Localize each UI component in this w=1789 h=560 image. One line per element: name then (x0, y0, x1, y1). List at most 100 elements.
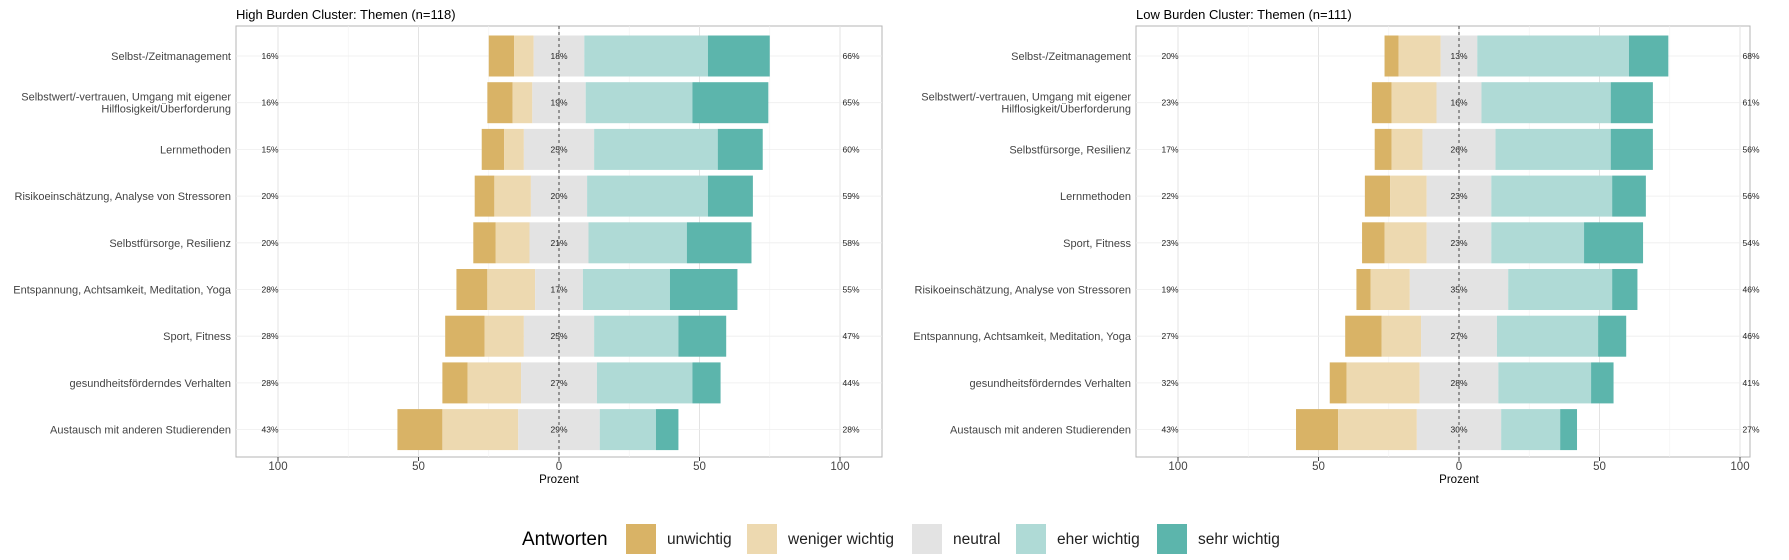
left-percent-label: 15% (261, 144, 278, 154)
bar-segment-sehr-wichtig (1560, 409, 1578, 451)
left-percent-label: 22% (1161, 191, 1178, 201)
bar-segment-unwichtig (1384, 35, 1399, 77)
legend-key-eher-wichtig (1016, 524, 1046, 554)
left-percent-label: 27% (1161, 331, 1178, 341)
right-percent-label: 54% (1742, 238, 1759, 248)
left-percent-label: 43% (261, 425, 278, 435)
bar-segment-weniger-wichtig (495, 222, 530, 264)
left-percent-label: 23% (1161, 238, 1178, 248)
category-label: Risikoeinschätzung, Analyse von Stressor… (915, 285, 1131, 297)
x-axis-label: Prozent (1439, 474, 1479, 486)
bar-segment-weniger-wichtig (1390, 175, 1427, 217)
bar-segment-eher-wichtig (584, 35, 708, 77)
left-percent-label: 28% (261, 331, 278, 341)
bar-segment-unwichtig (1296, 409, 1339, 451)
legend-key-sehr-wichtig (1157, 524, 1187, 554)
bar-segment-eher-wichtig (594, 315, 679, 357)
tick-label: 100 (1730, 461, 1749, 473)
bar-segment-weniger-wichtig (504, 128, 524, 170)
bar-segment-eher-wichtig (588, 222, 687, 264)
bar-segment-weniger-wichtig (467, 362, 522, 404)
bar-segment-sehr-wichtig (686, 222, 752, 264)
left-percent-label: 20% (261, 191, 278, 201)
bar-segment-unwichtig (474, 175, 495, 217)
bar-segment-eher-wichtig (596, 362, 693, 404)
neutral-percent-label: 19% (550, 98, 567, 108)
left-percent-label: 28% (261, 285, 278, 295)
bar-segment-sehr-wichtig (669, 269, 738, 310)
legend-label: sehr wichtig (1198, 531, 1280, 548)
right-percent-label: 44% (842, 378, 859, 388)
category-label: Entspannung, Achtsamkeit, Meditation, Yo… (13, 285, 232, 297)
right-percent-label: 46% (1742, 331, 1759, 341)
left-percent-label: 32% (1161, 378, 1178, 388)
bar-segment-eher-wichtig (594, 128, 718, 170)
bar-segment-eher-wichtig (587, 175, 708, 217)
tick-label: 0 (556, 461, 562, 473)
bar-segment-eher-wichtig (1495, 128, 1611, 170)
bar-segment-sehr-wichtig (1610, 82, 1653, 124)
right-percent-label: 28% (842, 425, 859, 435)
tick-label: 50 (412, 461, 425, 473)
bar-segment-weniger-wichtig (442, 409, 519, 451)
bar-segment-sehr-wichtig (678, 315, 727, 357)
left-percent-label: 28% (261, 378, 278, 388)
bar-segment-sehr-wichtig (655, 409, 679, 451)
bar-segment-unwichtig (442, 362, 468, 404)
bar-segment-unwichtig (1371, 82, 1392, 124)
bar-segment-unwichtig (488, 35, 515, 77)
category-label: Selbstwert/-vertrauen, Umgang mit eigene… (21, 92, 231, 116)
bar-segment-weniger-wichtig (1391, 128, 1423, 170)
low-burden-panel: Low Burden Cluster: Themen (n=111) Selbst… (913, 7, 1760, 486)
right-percent-label: 66% (842, 51, 859, 61)
right-percent-label: 65% (842, 98, 859, 108)
bar-segment-unwichtig (481, 128, 505, 170)
bar-segment-weniger-wichtig (1384, 222, 1427, 264)
bar-segment-sehr-wichtig (692, 362, 721, 404)
left-percent-label: 20% (1161, 51, 1178, 61)
bar-segment-weniger-wichtig (512, 82, 533, 124)
bar-segment-weniger-wichtig (1338, 409, 1417, 451)
left-percent-label: 20% (261, 238, 278, 248)
bar-segment-unwichtig (473, 222, 496, 264)
right-percent-label: 61% (1742, 98, 1759, 108)
bar-segment-sehr-wichtig (1584, 222, 1644, 264)
legend: Antworten unwichtig weniger wichtig neutral… (522, 524, 1280, 554)
right-percent-label: 41% (1742, 378, 1759, 388)
neutral-percent-label: 17% (550, 285, 567, 295)
neutral-percent-label: 25% (550, 331, 567, 341)
category-label: Selbst-/Zeitmanagement (1011, 51, 1131, 63)
legend-label: eher wichtig (1057, 531, 1140, 548)
bar-segment-weniger-wichtig (1381, 315, 1422, 357)
tick-label: 50 (1312, 461, 1325, 473)
right-percent-label: 27% (1742, 425, 1759, 435)
bar-segment-weniger-wichtig (484, 315, 524, 357)
bar-segment-unwichtig (1374, 128, 1392, 170)
bar-segment-unwichtig (487, 82, 513, 124)
category-label: Austausch mit anderen Studierenden (50, 425, 231, 437)
bar-segment-eher-wichtig (1477, 35, 1630, 77)
neutral-percent-label: 26% (1450, 144, 1467, 154)
bar-segment-unwichtig (1329, 362, 1347, 404)
bar-segment-sehr-wichtig (1598, 315, 1627, 357)
bar-segment-eher-wichtig (1491, 222, 1585, 264)
tick-label: 0 (1456, 461, 1462, 473)
category-label: Entspannung, Achtsamkeit, Meditation, Yo… (913, 331, 1132, 343)
tick-label: 100 (830, 461, 849, 473)
legend-title: Antworten (522, 529, 608, 550)
legend-key-neutral (912, 524, 942, 554)
category-label: gesundheitsförderndes Verhalten (70, 378, 231, 390)
bar-segment-weniger-wichtig (1346, 362, 1420, 404)
bar-segment-sehr-wichtig (1612, 269, 1638, 310)
bar-segment-eher-wichtig (1491, 175, 1613, 217)
bar-segment-eher-wichtig (1496, 315, 1599, 357)
neutral-percent-label: 25% (550, 144, 567, 154)
chart-title: Low Burden Cluster: Themen (n=111) (1136, 7, 1352, 22)
bar-segment-eher-wichtig (585, 82, 693, 124)
bar-segment-sehr-wichtig (1612, 175, 1646, 217)
bar-segment-eher-wichtig (1501, 409, 1561, 451)
category-label: gesundheitsförderndes Verhalten (970, 378, 1131, 390)
left-percent-label: 17% (1161, 144, 1178, 154)
category-label: Sport, Fitness (1063, 238, 1131, 250)
legend-label: neutral (953, 531, 1000, 548)
